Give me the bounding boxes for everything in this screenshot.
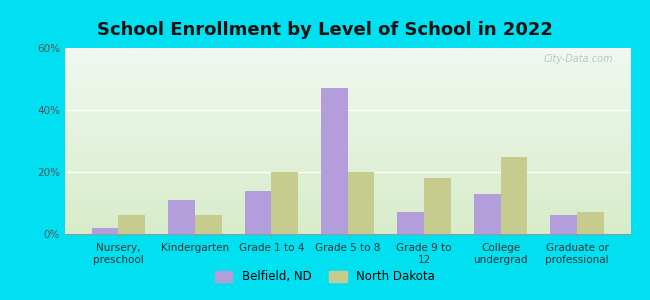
- Legend: Belfield, ND, North Dakota: Belfield, ND, North Dakota: [210, 266, 440, 288]
- Bar: [397, 212, 424, 234]
- Text: School Enrollment by Level of School in 2022: School Enrollment by Level of School in …: [97, 21, 553, 39]
- Bar: [500, 157, 527, 234]
- Bar: [118, 215, 145, 234]
- Bar: [92, 228, 118, 234]
- Bar: [195, 215, 222, 234]
- Bar: [271, 172, 298, 234]
- Bar: [424, 178, 451, 234]
- Bar: [551, 215, 577, 234]
- Bar: [321, 88, 348, 234]
- Bar: [244, 190, 271, 234]
- Bar: [168, 200, 195, 234]
- Bar: [577, 212, 604, 234]
- Bar: [474, 194, 500, 234]
- Bar: [348, 172, 374, 234]
- Text: City-Data.com: City-Data.com: [544, 54, 614, 64]
